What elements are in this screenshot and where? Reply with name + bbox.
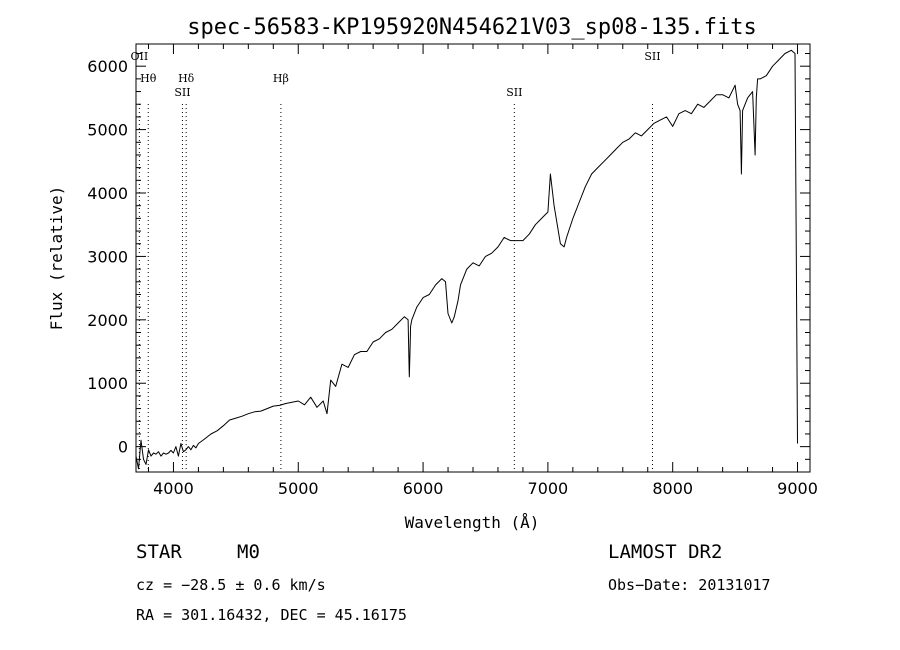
y-tick-label: 4000 (87, 184, 128, 203)
spectral-line-label: SII (644, 50, 660, 63)
object-subclass: M0 (237, 541, 260, 563)
spectral-line-label: Hδ (178, 72, 195, 85)
x-axis-label: Wavelength (Å) (405, 513, 540, 532)
spectral-line-label: SII (174, 86, 190, 99)
chart-title: spec-56583-KP195920N454621V03_sp08-135.f… (187, 15, 757, 40)
x-tick-label: 9000 (777, 479, 818, 498)
plot-frame (135, 43, 811, 473)
survey-name: LAMOST DR2 (608, 541, 722, 563)
axis-ticks: 4000 5000 6000 7000 8000 9000 0 1000 2000 3000 400… (87, 44, 818, 498)
y-tick-label: 0 (118, 438, 128, 457)
y-tick-label: 5000 (87, 121, 128, 140)
spectral-line-label: SII (506, 86, 522, 99)
x-tick-label: 6000 (403, 479, 444, 498)
spectral-line-label: OII (131, 50, 149, 63)
y-tick-label: 3000 (87, 247, 128, 266)
y-axis-label: Flux (relative) (47, 186, 66, 331)
y-tick-label: 2000 (87, 311, 128, 330)
redshift-readout: cz = −28.5 ± 0.6 km/s (136, 576, 326, 594)
x-tick-label: 7000 (528, 479, 569, 498)
object-class: STAR (136, 541, 182, 563)
y-tick-label: 6000 (87, 57, 128, 76)
spectral-line-label: Hβ (273, 72, 289, 85)
coordinates: RA = 301.16432, DEC = 45.16175 (136, 606, 407, 624)
spectral-line-label: Hθ (140, 72, 157, 85)
y-tick-label: 1000 (87, 374, 128, 393)
spectrum-series (135, 49, 798, 470)
obs-date: Obs−Date: 20131017 (608, 576, 771, 594)
spectrum-line (135, 49, 798, 470)
x-tick-label: 5000 (278, 479, 319, 498)
x-tick-label: 4000 (153, 479, 194, 498)
x-tick-label: 8000 (652, 479, 693, 498)
